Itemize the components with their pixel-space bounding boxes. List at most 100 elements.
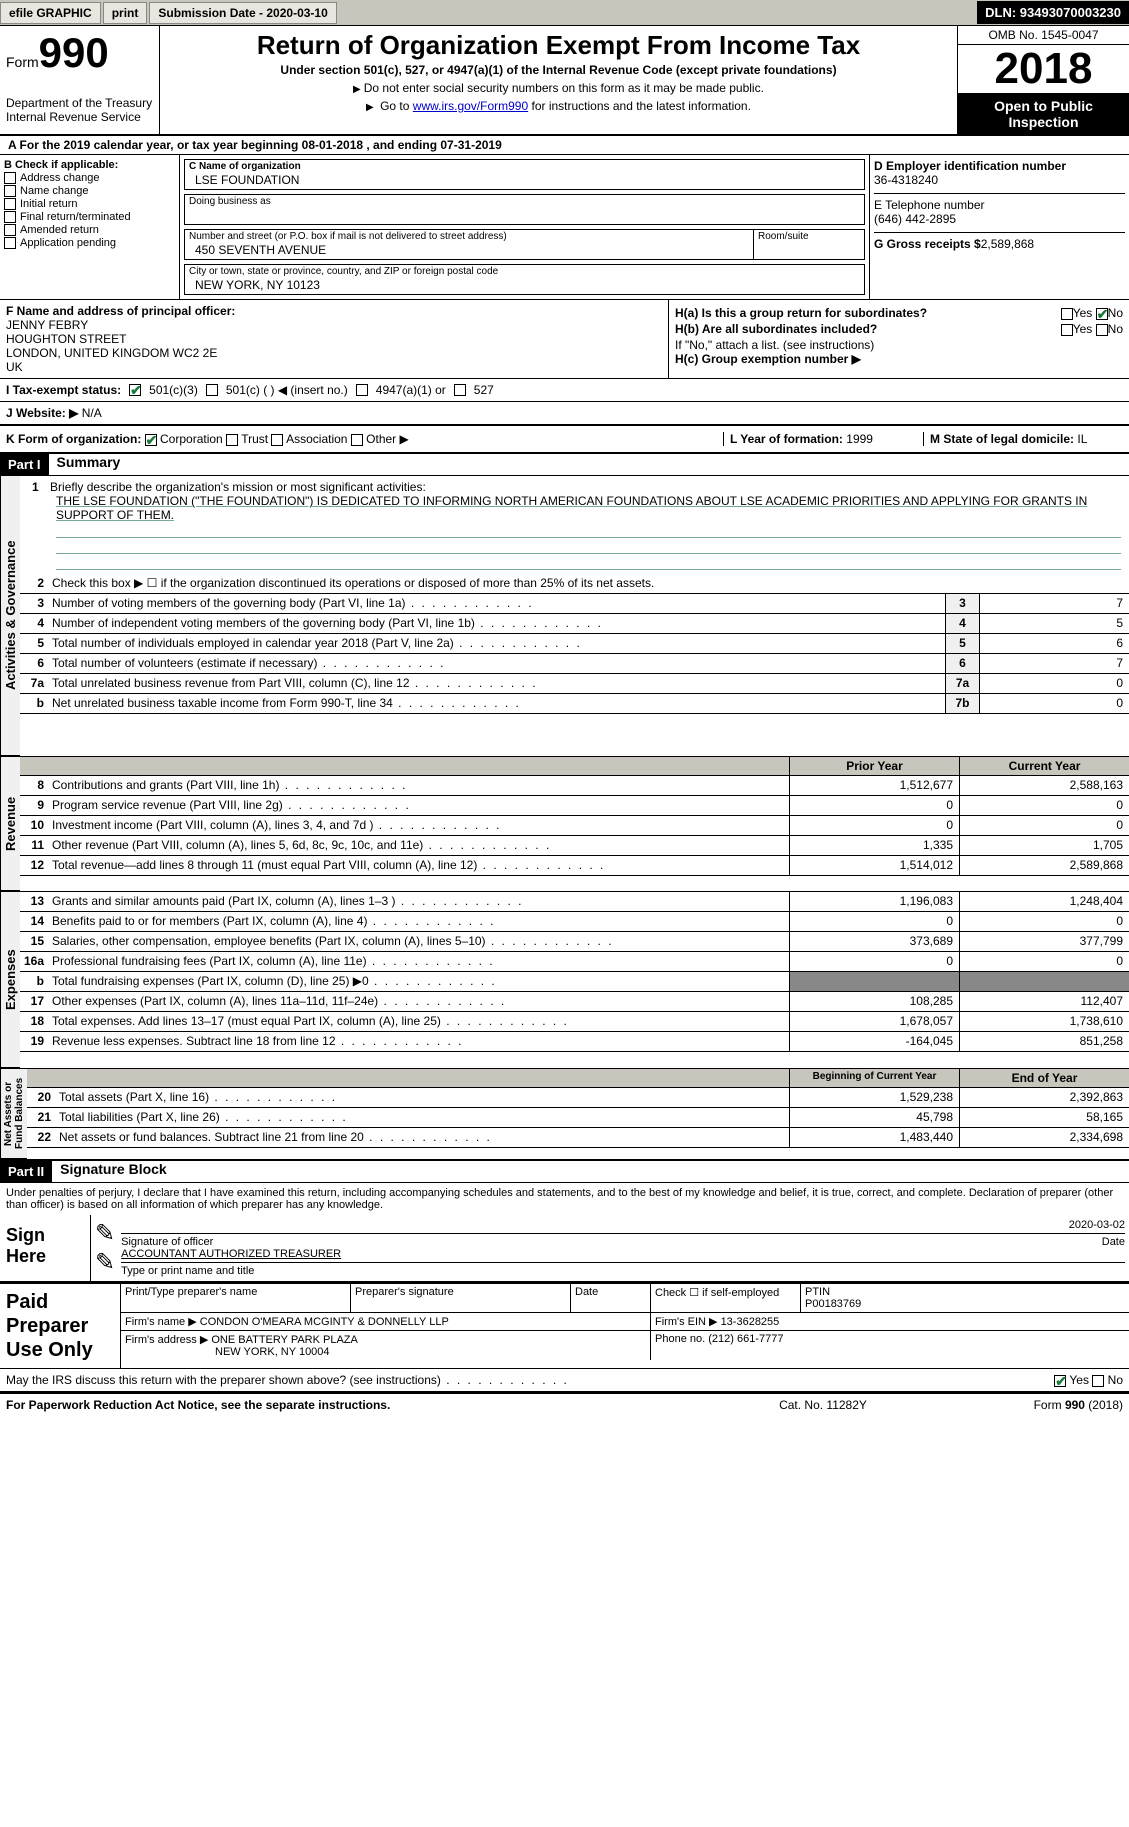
part2-hdr: Part II bbox=[0, 1161, 52, 1182]
prior-val: 0 bbox=[789, 796, 959, 815]
cb-amended[interactable] bbox=[4, 224, 16, 236]
cb-ha-no[interactable] bbox=[1096, 308, 1108, 320]
cb-501c[interactable] bbox=[206, 384, 218, 396]
row-text: Total fundraising expenses (Part IX, col… bbox=[48, 972, 789, 991]
cb-corp[interactable] bbox=[145, 434, 157, 446]
part2-header: Part II Signature Block bbox=[0, 1159, 1129, 1183]
irs-link[interactable]: www.irs.gov/Form990 bbox=[413, 99, 528, 113]
end-year-hdr: End of Year bbox=[959, 1069, 1129, 1087]
row-num: 18 bbox=[20, 1012, 48, 1031]
tab-revenue: Revenue bbox=[0, 757, 20, 891]
row-val: 0 bbox=[979, 694, 1129, 713]
opt-trust: Trust bbox=[241, 432, 268, 446]
b-item: Address change bbox=[20, 172, 100, 184]
street-address: 450 SEVENTH AVENUE bbox=[185, 243, 753, 259]
year-formation: 1999 bbox=[846, 432, 873, 446]
current-val: 0 bbox=[959, 952, 1129, 971]
prior-val: 1,483,440 bbox=[789, 1128, 959, 1147]
cb-4947[interactable] bbox=[356, 384, 368, 396]
opt-501c: 501(c) ( ) ◀ (insert no.) bbox=[226, 383, 348, 397]
firm-name: CONDON O'MEARA MCGINTY & DONNELLY LLP bbox=[200, 1316, 449, 1328]
ein-label: D Employer identification number bbox=[874, 159, 1066, 173]
cb-name-change[interactable] bbox=[4, 185, 16, 197]
cb-initial-return[interactable] bbox=[4, 198, 16, 210]
phone-value: (212) 661-7777 bbox=[708, 1333, 783, 1345]
cb-hb-yes[interactable] bbox=[1061, 324, 1073, 336]
cb-address-change[interactable] bbox=[4, 172, 16, 184]
name-title-val: ACCOUNTANT AUTHORIZED TREASURER bbox=[121, 1248, 341, 1260]
cb-discuss-yes[interactable] bbox=[1054, 1375, 1066, 1387]
officer-street: HOUGHTON STREET bbox=[6, 332, 662, 346]
prep-h1: Print/Type preparer's name bbox=[121, 1284, 351, 1312]
cb-final-return[interactable] bbox=[4, 211, 16, 223]
cb-hb-no[interactable] bbox=[1096, 324, 1108, 336]
cb-discuss-no[interactable] bbox=[1092, 1375, 1104, 1387]
q1-num: 1 bbox=[32, 480, 39, 494]
row-ref: 7a bbox=[945, 674, 979, 693]
row-num: 13 bbox=[20, 892, 48, 911]
part1-title: Summary bbox=[49, 454, 121, 475]
cb-trust[interactable] bbox=[226, 434, 238, 446]
netassets-section: Net Assets or Fund Balances Beginning of… bbox=[0, 1068, 1129, 1159]
row-num: 20 bbox=[27, 1088, 55, 1107]
website-value: N/A bbox=[82, 406, 102, 420]
q2-text: Check this box ▶ ☐ if the organization d… bbox=[48, 574, 1129, 593]
sig-officer-line bbox=[121, 1219, 1069, 1231]
prep-h2: Preparer's signature bbox=[351, 1284, 571, 1312]
prep-h4: Check ☐ if self-employed bbox=[651, 1284, 801, 1312]
row-num: 8 bbox=[20, 776, 48, 795]
prep-h3: Date bbox=[571, 1284, 651, 1312]
b-item: Application pending bbox=[20, 237, 116, 249]
cb-ha-yes[interactable] bbox=[1061, 308, 1073, 320]
row-num: 17 bbox=[20, 992, 48, 1011]
current-val: 2,334,698 bbox=[959, 1128, 1129, 1147]
opt-4947: 4947(a)(1) or bbox=[376, 383, 446, 397]
phone-label: Phone no. bbox=[655, 1333, 705, 1345]
prior-val: 45,798 bbox=[789, 1108, 959, 1127]
prior-year-hdr: Prior Year bbox=[789, 757, 959, 775]
officer-city: LONDON, UNITED KINGDOM WC2 2E bbox=[6, 346, 662, 360]
row-num: 19 bbox=[20, 1032, 48, 1051]
omb-number: OMB No. 1545-0047 bbox=[958, 26, 1129, 45]
signature-block: Sign Here ✎ 2020-03-02 Signature of offi… bbox=[0, 1215, 1129, 1283]
gross-value: 2,589,868 bbox=[981, 237, 1034, 251]
c-name-label: C Name of organization bbox=[185, 160, 864, 173]
row-ref: 4 bbox=[945, 614, 979, 633]
footer-right: Form 990 (2018) bbox=[923, 1398, 1123, 1412]
current-val bbox=[959, 972, 1129, 991]
cb-app-pending[interactable] bbox=[4, 237, 16, 249]
cb-other[interactable] bbox=[351, 434, 363, 446]
row-num: 12 bbox=[20, 856, 48, 875]
pen-icon: ✎ bbox=[95, 1219, 115, 1248]
state-domicile: IL bbox=[1077, 432, 1087, 446]
prior-val: 373,689 bbox=[789, 932, 959, 951]
preparer-block: Paid Preparer Use Only Print/Type prepar… bbox=[0, 1283, 1129, 1368]
current-val: 851,258 bbox=[959, 1032, 1129, 1051]
yes-label: Yes bbox=[1069, 1373, 1089, 1387]
yes-label: Yes bbox=[1073, 322, 1093, 336]
tax-year: 2018 bbox=[958, 45, 1129, 94]
ha-label: H(a) Is this a group return for subordin… bbox=[675, 306, 927, 320]
tel-label: E Telephone number bbox=[874, 198, 985, 212]
h-note: If "No," attach a list. (see instruction… bbox=[675, 338, 1123, 352]
form-subtitle: Under section 501(c), 527, or 4947(a)(1)… bbox=[170, 63, 947, 77]
print-button[interactable]: print bbox=[103, 2, 148, 24]
page-footer: For Paperwork Reduction Act Notice, see … bbox=[0, 1393, 1129, 1416]
row-text: Contributions and grants (Part VIII, lin… bbox=[48, 776, 789, 795]
row-text: Program service revenue (Part VIII, line… bbox=[48, 796, 789, 815]
dept-label: Department of the Treasury Internal Reve… bbox=[6, 96, 153, 124]
row-text: Professional fundraising fees (Part IX, … bbox=[48, 952, 789, 971]
entity-block: B Check if applicable: Address change Na… bbox=[0, 155, 1129, 300]
cb-527[interactable] bbox=[454, 384, 466, 396]
org-name: LSE FOUNDATION bbox=[185, 173, 864, 189]
cb-assoc[interactable] bbox=[271, 434, 283, 446]
firm-label: Firm's name ▶ bbox=[125, 1316, 197, 1328]
hc-label: H(c) Group exemption number ▶ bbox=[675, 352, 1123, 366]
pen-icon: ✎ bbox=[95, 1248, 115, 1277]
row-text: Salaries, other compensation, employee b… bbox=[48, 932, 789, 951]
prior-val: 1,196,083 bbox=[789, 892, 959, 911]
row-text: Investment income (Part VIII, column (A)… bbox=[48, 816, 789, 835]
row-ref: 5 bbox=[945, 634, 979, 653]
cb-501c3[interactable] bbox=[129, 384, 141, 396]
firm-addr2: NEW YORK, NY 10004 bbox=[215, 1346, 330, 1358]
